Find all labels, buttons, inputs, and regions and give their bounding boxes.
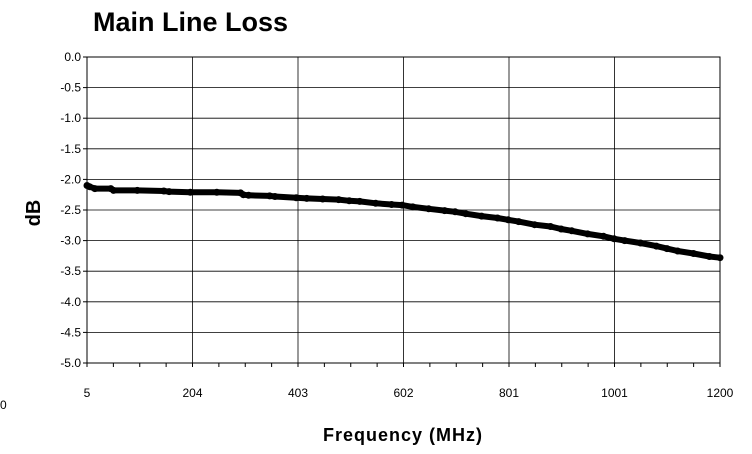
x-tick-label: 801: [499, 386, 519, 400]
data-point: [335, 196, 343, 204]
data-point: [319, 195, 327, 203]
y-tick-label: -1.5: [60, 142, 81, 156]
axis-ticks: 0.0 -0.5 -1.0 -1.5 -2.0 -2.5 -3.0 -3.5 -4.0 -4.5 -…: [60, 50, 733, 400]
data-point: [652, 242, 660, 250]
data-point: [388, 201, 396, 208]
y-tick-label: -3.5: [60, 264, 81, 278]
data-point: [504, 216, 512, 224]
data-point: [398, 201, 406, 209]
data-point: [478, 212, 486, 220]
y-tick-label: -2.5: [60, 203, 81, 217]
x-tick-label: 602: [393, 386, 413, 400]
y-tick-label: -3.0: [60, 234, 81, 248]
data-point: [292, 194, 300, 202]
y-tick-label: -4.5: [60, 325, 81, 339]
data-point: [568, 227, 576, 235]
data-point: [621, 237, 629, 245]
y-axis-label: dB: [23, 200, 45, 227]
data-point: [160, 187, 168, 195]
data-point: [345, 197, 353, 205]
data-point: [515, 218, 523, 226]
data-point: [441, 207, 449, 215]
data-point: [425, 205, 433, 213]
data-point: [213, 188, 221, 196]
data-point: [271, 193, 279, 200]
y-tick-label: -5.0: [60, 356, 81, 370]
data-point: [239, 191, 247, 199]
grid-lines: [87, 57, 720, 363]
x-tick-label: 5: [84, 386, 91, 400]
data-point: [547, 223, 554, 230]
y-tick-label: -0.5: [60, 81, 81, 95]
data-point: [356, 197, 364, 205]
data-point: [531, 221, 539, 229]
x-tick-label: 1001: [601, 386, 628, 400]
data-point: [494, 214, 501, 222]
data-point: [705, 253, 713, 260]
x-tick-label: 1200: [707, 386, 734, 400]
data-point: [690, 250, 697, 257]
data-point: [86, 183, 94, 191]
data-point: [451, 208, 459, 216]
data-point: [600, 232, 607, 240]
data-point: [186, 188, 194, 196]
y-tick-label: 0.0: [64, 50, 81, 64]
x-tick-label: 403: [288, 386, 308, 400]
data-point: [663, 245, 671, 253]
data-point: [110, 186, 117, 194]
data-point: [133, 186, 141, 194]
data-point: [462, 210, 470, 218]
y-tick-label: -2.0: [60, 172, 81, 186]
data-point: [303, 194, 311, 202]
chart-title: Main Line Loss: [93, 7, 288, 37]
data-point: [165, 188, 173, 196]
data-point: [610, 235, 618, 243]
data-point: [557, 225, 565, 233]
series-layer: [83, 182, 724, 262]
x-axis-label: Frequency (MHz): [323, 425, 483, 445]
x-tick-label: 204: [182, 386, 202, 400]
plot-area: [86, 56, 721, 364]
data-point: [674, 247, 682, 255]
y-tick-label: -4.0: [60, 295, 81, 309]
data-point: [584, 230, 592, 238]
y-tick-label: -1.0: [60, 111, 81, 125]
data-point: [245, 191, 253, 199]
stray-label: 0: [0, 398, 7, 412]
data-point: [91, 185, 99, 193]
data-point: [637, 239, 644, 247]
data-point: [409, 203, 417, 211]
data-point: [266, 192, 274, 200]
data-point: [372, 199, 380, 207]
